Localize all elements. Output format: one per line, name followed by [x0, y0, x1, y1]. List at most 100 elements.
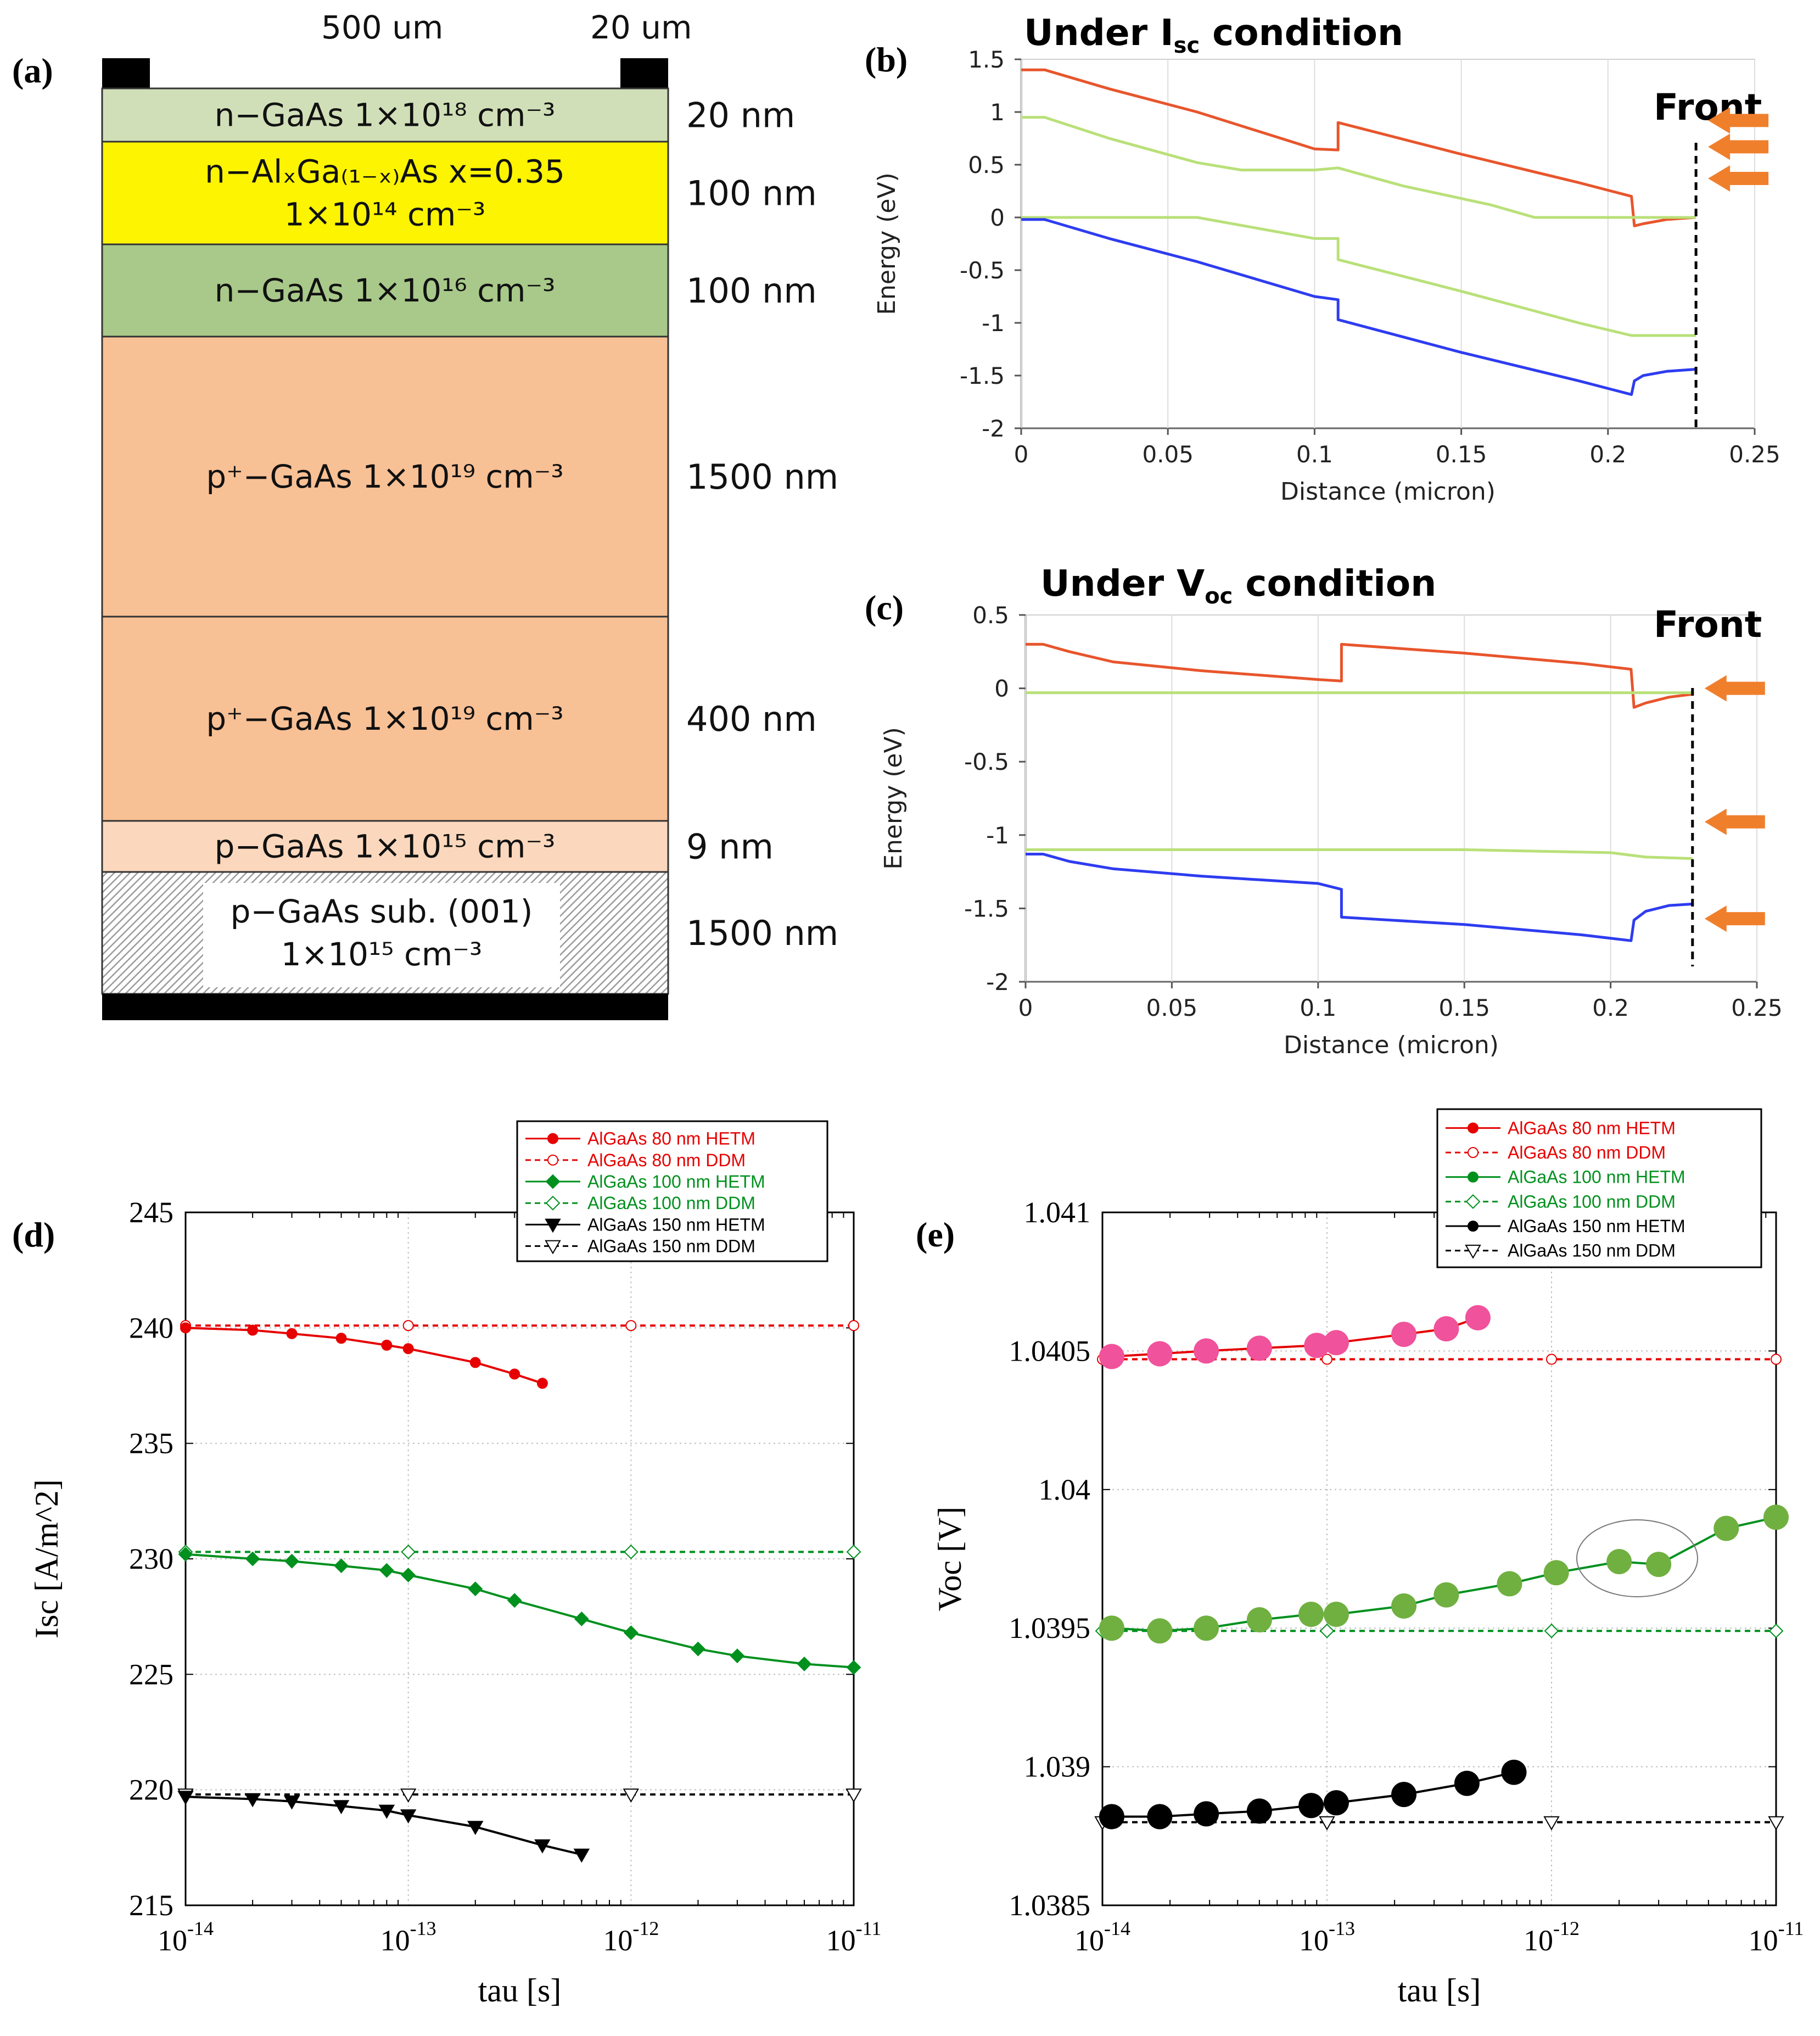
plot-frame [1101, 1211, 1777, 1906]
voc-vs-tau-chart: 10-14 10-13 10-12 10-11 1.0385 1.039 1.0395 1.0… [932, 1108, 1804, 2009]
band-diagram-voc: 0 0.05 0.1 0.15 0.2 0.25 0.5 0 -0.5 -1 -1.5 -2 Under… [880, 562, 1783, 1059]
x-axis-label: Distance (micron) [1284, 1031, 1499, 1059]
y-axis-label: Voc [V] [932, 1507, 968, 1612]
data-point [1319, 1623, 1335, 1638]
x-tick-label: 10-13 [1299, 1917, 1355, 1957]
y-tick-label: 0.5 [968, 152, 1005, 178]
data-point [402, 1320, 414, 1332]
x-tick-label: 0.2 [1592, 994, 1629, 1021]
layer-7-label-line: 1×10¹⁵ cm⁻³ [281, 936, 483, 973]
legend-label: AlGaAs 100 nm HETM [587, 1172, 765, 1192]
data-point [1321, 1353, 1332, 1365]
y-tick-label: 0 [994, 675, 1009, 702]
legend-label: AlGaAs 150 nm HETM [587, 1215, 765, 1234]
series-line [1111, 1516, 1777, 1632]
data-point [845, 1788, 862, 1803]
data-point [1771, 1353, 1782, 1365]
data-point [545, 1240, 561, 1255]
layer-3-thickness: 100 nm [686, 271, 817, 311]
legend-box [516, 1120, 828, 1262]
data-point [335, 1333, 347, 1344]
x-tick-label: 0.05 [1146, 994, 1198, 1021]
x-tick-label: 10-12 [1524, 1917, 1580, 1957]
data-point [1468, 1147, 1479, 1158]
plot-frame [1025, 614, 1757, 982]
legend: AlGaAs 80 nm HETM AlGaAs 80 nm DDM AlGaAs … [1436, 1108, 1762, 1268]
x-tick-label: 0.2 [1589, 441, 1626, 468]
x-tick-label: 0 [1018, 994, 1033, 1021]
data-point [1433, 1582, 1459, 1608]
data-point [1194, 1615, 1219, 1641]
data-point [1099, 1344, 1124, 1369]
layer-1 [101, 87, 669, 143]
data-point [1713, 1515, 1739, 1541]
data-point [1606, 1549, 1632, 1575]
layer-2 [101, 141, 669, 245]
contact-gap-label: 20 um [590, 9, 692, 46]
legend-label: AlGaAs 80 nm DDM [1508, 1143, 1666, 1162]
light-arrow-icon [1704, 808, 1765, 835]
data-point [177, 1791, 194, 1805]
layer-5 [101, 616, 669, 822]
y-tick-label: -1.5 [960, 362, 1005, 389]
data-point [284, 1553, 299, 1569]
data-point [400, 1788, 417, 1803]
data-point [244, 1793, 261, 1808]
y-tick-label: 1.04 [1039, 1473, 1091, 1506]
light-arrow-icon [1708, 165, 1769, 192]
y-tick-label: -1 [982, 310, 1005, 337]
x-tick-label: 0.05 [1142, 441, 1194, 468]
data-point [1391, 1782, 1417, 1808]
contact-width-label: 500 um [321, 9, 443, 46]
data-point [1433, 1316, 1459, 1342]
x-tick-label: 0.15 [1436, 441, 1487, 468]
y-tick-label: 235 [129, 1427, 173, 1460]
data-point [1147, 1804, 1173, 1830]
legend-label: AlGaAs 150 nm HETM [1508, 1216, 1685, 1236]
data-point [1246, 1607, 1272, 1633]
data-point [509, 1368, 520, 1380]
data-point [1298, 1793, 1324, 1819]
data-point [1768, 1816, 1784, 1831]
y-tick-label: 0.5 [972, 602, 1009, 629]
layer-4-thickness: 1500 nm [686, 457, 838, 497]
data-point [1323, 1790, 1349, 1816]
legend-label: AlGaAs 100 nm DDM [1508, 1192, 1676, 1211]
y-tick-label: 0 [990, 204, 1005, 231]
band-line-ec [1026, 642, 1693, 709]
y-tick-label: 1.0385 [1009, 1889, 1091, 1922]
data-point [1147, 1341, 1173, 1367]
device-structure: 500 um 20 um n−GaAs 1×10¹⁸ cm⁻³ 20 nm n−Al… [101, 9, 838, 1020]
data-point [623, 1544, 639, 1559]
data-point [381, 1339, 393, 1351]
data-point [1147, 1618, 1173, 1644]
data-point [247, 1324, 259, 1336]
band-line-efp [1021, 216, 1696, 337]
y-tick-label: 225 [129, 1658, 173, 1691]
layer-3 [101, 243, 669, 338]
y-tick-label: -0.5 [960, 257, 1005, 284]
panel-label-a: (a) [12, 51, 53, 90]
data-point [507, 1593, 522, 1608]
panel-label-b: (b) [865, 40, 908, 79]
data-point [846, 1660, 861, 1675]
x-tick-label: 10-14 [158, 1917, 214, 1957]
panel-label-d: (d) [12, 1215, 55, 1254]
band-line-ev [1021, 218, 1696, 396]
chart-title: Under Voc condition [1040, 562, 1436, 609]
isc-vs-tau-chart: 10-14 10-13 10-12 10-11 215 220 225 230 235 240 24… [29, 1120, 881, 2009]
y-tick-label: 1.041 [1024, 1196, 1091, 1229]
series-line [185, 1327, 543, 1385]
data-point [1763, 1504, 1789, 1530]
x-tick-label: 0.15 [1438, 994, 1490, 1021]
data-point [378, 1804, 395, 1819]
y-tick-label: 1 [990, 99, 1005, 126]
data-point [245, 1551, 260, 1567]
data-point [623, 1625, 639, 1641]
y-tick-label: 240 [129, 1311, 173, 1344]
y-tick-label: -2 [986, 969, 1009, 995]
substrate-label-box [203, 883, 560, 987]
y-tick-label: 1.039 [1024, 1750, 1091, 1783]
legend-label: AlGaAs 100 nm HETM [1508, 1167, 1685, 1187]
